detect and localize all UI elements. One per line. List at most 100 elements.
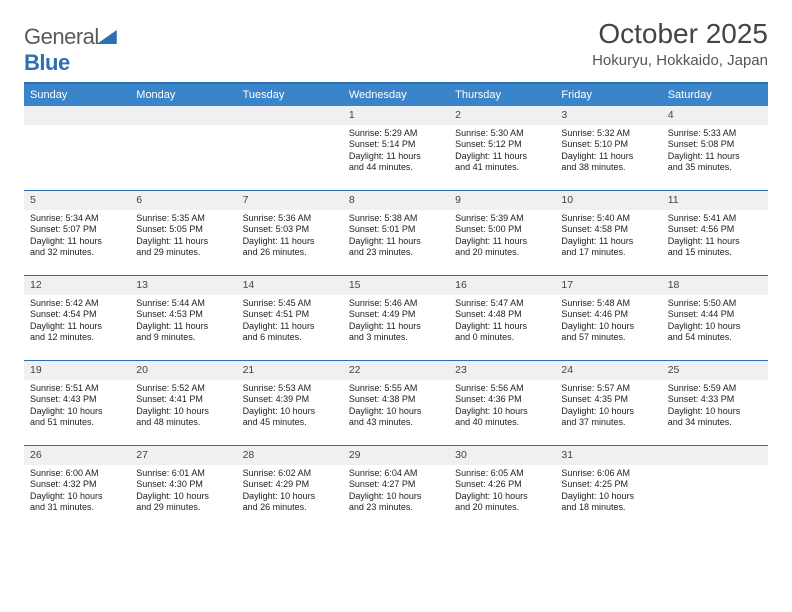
day-daylight1: Daylight: 11 hours: [136, 321, 230, 332]
day-sunset: Sunset: 4:29 PM: [243, 479, 337, 490]
day-sunset: Sunset: 4:48 PM: [455, 309, 549, 320]
day-sunset: Sunset: 4:49 PM: [349, 309, 443, 320]
day-sunrise: Sunrise: 5:44 AM: [136, 298, 230, 309]
calendar-cell: 16Sunrise: 5:47 AMSunset: 4:48 PMDayligh…: [449, 276, 555, 360]
calendar-cell: 10Sunrise: 5:40 AMSunset: 4:58 PMDayligh…: [555, 191, 661, 275]
day-daylight2: and 43 minutes.: [349, 417, 443, 428]
day-sunset: Sunset: 4:58 PM: [561, 224, 655, 235]
day-number: 2: [449, 106, 555, 125]
calendar-cell: 25Sunrise: 5:59 AMSunset: 4:33 PMDayligh…: [662, 361, 768, 445]
day-daylight1: Daylight: 11 hours: [30, 236, 124, 247]
title-block: October 2025 Hokuryu, Hokkaido, Japan: [592, 18, 768, 69]
day-daylight2: and 40 minutes.: [455, 417, 549, 428]
day-daylight2: and 23 minutes.: [349, 247, 443, 258]
day-daylight2: and 37 minutes.: [561, 417, 655, 428]
day-daylight1: Daylight: 11 hours: [455, 151, 549, 162]
calendar-cell: 9Sunrise: 5:39 AMSunset: 5:00 PMDaylight…: [449, 191, 555, 275]
day-daylight1: Daylight: 10 hours: [349, 406, 443, 417]
day-body: Sunrise: 5:38 AMSunset: 5:01 PMDaylight:…: [343, 210, 449, 264]
dow-thursday: Thursday: [449, 84, 555, 106]
calendar-cell: 5Sunrise: 5:34 AMSunset: 5:07 PMDaylight…: [24, 191, 130, 275]
day-daylight2: and 32 minutes.: [30, 247, 124, 258]
day-body: [237, 125, 343, 185]
day-daylight2: and 3 minutes.: [349, 332, 443, 343]
day-sunrise: Sunrise: 5:40 AM: [561, 213, 655, 224]
day-body: Sunrise: 5:59 AMSunset: 4:33 PMDaylight:…: [662, 380, 768, 434]
day-daylight1: Daylight: 11 hours: [30, 321, 124, 332]
day-daylight2: and 26 minutes.: [243, 247, 337, 258]
calendar-weeks: 1Sunrise: 5:29 AMSunset: 5:14 PMDaylight…: [24, 106, 768, 530]
calendar-cell: 4Sunrise: 5:33 AMSunset: 5:08 PMDaylight…: [662, 106, 768, 190]
day-daylight2: and 35 minutes.: [668, 162, 762, 173]
day-daylight2: and 38 minutes.: [561, 162, 655, 173]
day-daylight2: and 51 minutes.: [30, 417, 124, 428]
calendar-cell: 1Sunrise: 5:29 AMSunset: 5:14 PMDaylight…: [343, 106, 449, 190]
calendar-cell: [24, 106, 130, 190]
calendar-cell: 7Sunrise: 5:36 AMSunset: 5:03 PMDaylight…: [237, 191, 343, 275]
day-daylight2: and 17 minutes.: [561, 247, 655, 258]
dow-row: Sunday Monday Tuesday Wednesday Thursday…: [24, 84, 768, 106]
day-body: Sunrise: 5:57 AMSunset: 4:35 PMDaylight:…: [555, 380, 661, 434]
day-sunset: Sunset: 4:43 PM: [30, 394, 124, 405]
day-sunset: Sunset: 4:38 PM: [349, 394, 443, 405]
day-number: 14: [237, 276, 343, 295]
day-sunset: Sunset: 4:54 PM: [30, 309, 124, 320]
calendar-cell: 20Sunrise: 5:52 AMSunset: 4:41 PMDayligh…: [130, 361, 236, 445]
day-sunset: Sunset: 4:44 PM: [668, 309, 762, 320]
day-sunrise: Sunrise: 5:38 AM: [349, 213, 443, 224]
day-daylight1: Daylight: 11 hours: [668, 236, 762, 247]
day-daylight2: and 45 minutes.: [243, 417, 337, 428]
day-sunset: Sunset: 5:12 PM: [455, 139, 549, 150]
day-sunset: Sunset: 5:07 PM: [30, 224, 124, 235]
day-daylight2: and 9 minutes.: [136, 332, 230, 343]
day-number: 19: [24, 361, 130, 380]
day-sunrise: Sunrise: 5:32 AM: [561, 128, 655, 139]
calendar-cell: 23Sunrise: 5:56 AMSunset: 4:36 PMDayligh…: [449, 361, 555, 445]
day-sunrise: Sunrise: 6:04 AM: [349, 468, 443, 479]
day-sunrise: Sunrise: 5:30 AM: [455, 128, 549, 139]
logo-triangle-icon: [97, 30, 117, 44]
calendar-cell: [237, 106, 343, 190]
day-sunrise: Sunrise: 5:34 AM: [30, 213, 124, 224]
day-daylight2: and 57 minutes.: [561, 332, 655, 343]
calendar-cell: 2Sunrise: 5:30 AMSunset: 5:12 PMDaylight…: [449, 106, 555, 190]
day-number: 15: [343, 276, 449, 295]
day-daylight1: Daylight: 10 hours: [668, 406, 762, 417]
calendar-cell: 14Sunrise: 5:45 AMSunset: 4:51 PMDayligh…: [237, 276, 343, 360]
day-daylight1: Daylight: 10 hours: [349, 491, 443, 502]
calendar-cell: 8Sunrise: 5:38 AMSunset: 5:01 PMDaylight…: [343, 191, 449, 275]
location: Hokuryu, Hokkaido, Japan: [592, 52, 768, 69]
day-sunrise: Sunrise: 5:29 AM: [349, 128, 443, 139]
day-daylight1: Daylight: 10 hours: [30, 491, 124, 502]
day-sunset: Sunset: 4:41 PM: [136, 394, 230, 405]
dow-friday: Friday: [555, 84, 661, 106]
day-body: Sunrise: 5:48 AMSunset: 4:46 PMDaylight:…: [555, 295, 661, 349]
dow-tuesday: Tuesday: [237, 84, 343, 106]
day-body: [662, 465, 768, 525]
day-sunset: Sunset: 4:56 PM: [668, 224, 762, 235]
day-daylight1: Daylight: 11 hours: [136, 236, 230, 247]
day-number: 6: [130, 191, 236, 210]
calendar-cell: 11Sunrise: 5:41 AMSunset: 4:56 PMDayligh…: [662, 191, 768, 275]
day-sunrise: Sunrise: 5:33 AM: [668, 128, 762, 139]
day-number: 10: [555, 191, 661, 210]
day-body: Sunrise: 5:44 AMSunset: 4:53 PMDaylight:…: [130, 295, 236, 349]
day-body: Sunrise: 5:56 AMSunset: 4:36 PMDaylight:…: [449, 380, 555, 434]
day-sunrise: Sunrise: 5:57 AM: [561, 383, 655, 394]
calendar-cell: 24Sunrise: 5:57 AMSunset: 4:35 PMDayligh…: [555, 361, 661, 445]
calendar-week: 1Sunrise: 5:29 AMSunset: 5:14 PMDaylight…: [24, 106, 768, 190]
day-sunrise: Sunrise: 5:59 AM: [668, 383, 762, 394]
day-daylight2: and 54 minutes.: [668, 332, 762, 343]
day-body: Sunrise: 5:29 AMSunset: 5:14 PMDaylight:…: [343, 125, 449, 179]
day-daylight2: and 0 minutes.: [455, 332, 549, 343]
day-sunset: Sunset: 4:25 PM: [561, 479, 655, 490]
day-sunrise: Sunrise: 6:01 AM: [136, 468, 230, 479]
day-number: 13: [130, 276, 236, 295]
day-number: 22: [343, 361, 449, 380]
day-body: Sunrise: 5:30 AMSunset: 5:12 PMDaylight:…: [449, 125, 555, 179]
day-body: Sunrise: 5:51 AMSunset: 4:43 PMDaylight:…: [24, 380, 130, 434]
day-body: Sunrise: 5:39 AMSunset: 5:00 PMDaylight:…: [449, 210, 555, 264]
day-daylight1: Daylight: 11 hours: [668, 151, 762, 162]
day-daylight2: and 34 minutes.: [668, 417, 762, 428]
calendar-week: 12Sunrise: 5:42 AMSunset: 4:54 PMDayligh…: [24, 275, 768, 360]
